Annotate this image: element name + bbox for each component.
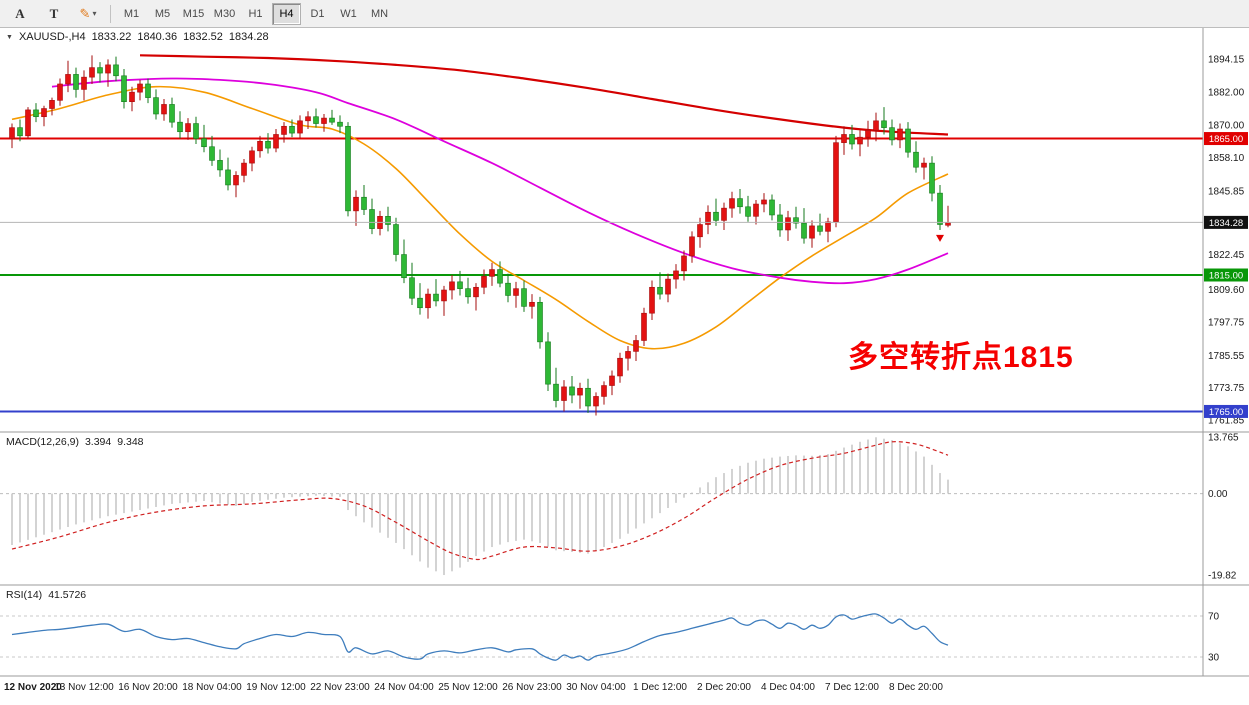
text-annotation[interactable]: 多空转折点1815 bbox=[848, 341, 1074, 374]
chart-canvas[interactable]: 1894.15 1882.00 1870.00 1858.10 1845.85 1822.… bbox=[0, 28, 1249, 700]
svg-text:0.00: 0.00 bbox=[1208, 489, 1228, 500]
timeframe-button-m30[interactable]: M30 bbox=[213, 7, 236, 20]
text-label-tool-icon: A bbox=[15, 5, 25, 21]
svg-text:30: 30 bbox=[1208, 653, 1220, 664]
chart-svg: 1894.15 1882.00 1870.00 1858.10 1845.85 1822.… bbox=[0, 28, 1249, 693]
timeframe-button-m15[interactable]: M15 bbox=[182, 7, 205, 20]
svg-text:1894.15: 1894.15 bbox=[1208, 55, 1245, 66]
panel-separators bbox=[0, 431, 1249, 677]
svg-text:24 Nov 04:00: 24 Nov 04:00 bbox=[374, 682, 434, 693]
svg-text:2 Dec 20:00: 2 Dec 20:00 bbox=[697, 682, 751, 693]
svg-text:1761.85: 1761.85 bbox=[1208, 416, 1245, 427]
text-tool-icon: T bbox=[49, 5, 59, 21]
svg-text:7 Dec 12:00: 7 Dec 12:00 bbox=[825, 682, 879, 693]
collapse-triangle-icon[interactable]: ▼ bbox=[6, 33, 13, 41]
macd-name: MACD(12,26,9) bbox=[6, 436, 79, 448]
svg-text:1865.00: 1865.00 bbox=[1209, 134, 1243, 145]
timeframe-button-w1[interactable]: W1 bbox=[340, 7, 357, 20]
macd-signal-value: 9.348 bbox=[117, 436, 144, 448]
ma-mid-line bbox=[51, 77, 949, 285]
rsi-indicator-label: RSI(14) 41.5726 bbox=[6, 589, 86, 601]
sell-arrow-marker bbox=[936, 234, 944, 242]
svg-text:18 Nov 04:00: 18 Nov 04:00 bbox=[182, 682, 242, 693]
svg-text:13.765: 13.765 bbox=[1208, 432, 1239, 443]
open-value: 1833.22 bbox=[91, 31, 132, 43]
svg-text:19 Nov 12:00: 19 Nov 12:00 bbox=[246, 682, 306, 693]
low-value: 1832.52 bbox=[183, 31, 223, 43]
timeframe-button-h1[interactable]: H1 bbox=[248, 7, 263, 20]
svg-text:13 Nov 12:00: 13 Nov 12:00 bbox=[54, 682, 114, 693]
macd-signal-line bbox=[11, 441, 949, 561]
timeframe-button-h4[interactable]: H4 bbox=[272, 2, 301, 25]
dropdown-arrow-icon: ▾ bbox=[92, 9, 97, 18]
macd-panel bbox=[0, 437, 1203, 576]
svg-text:30 Nov 04:00: 30 Nov 04:00 bbox=[566, 682, 626, 693]
timeframe-button-m1[interactable]: M1 bbox=[123, 7, 140, 20]
candlestick-series bbox=[9, 55, 951, 416]
svg-text:1822.45: 1822.45 bbox=[1208, 250, 1245, 261]
text-label-tool-button[interactable]: A bbox=[4, 3, 36, 25]
rsi-line bbox=[11, 613, 949, 661]
macd-main-value: 3.394 bbox=[84, 436, 112, 448]
svg-text:1882.00: 1882.00 bbox=[1208, 88, 1245, 99]
price-axis[interactable]: 1894.15 1882.00 1870.00 1858.10 1845.85 1822.… bbox=[1202, 28, 1248, 676]
ma-fast-line bbox=[11, 85, 949, 350]
svg-text:8 Dec 20:00: 8 Dec 20:00 bbox=[889, 682, 943, 693]
symbol-period-label: XAUUSD-,H4 bbox=[18, 31, 86, 43]
rsi-panel bbox=[0, 613, 1203, 661]
timeframe-button-d1[interactable]: D1 bbox=[310, 7, 325, 20]
svg-text:16 Nov 20:00: 16 Nov 20:00 bbox=[118, 682, 178, 693]
svg-text:1797.75: 1797.75 bbox=[1208, 318, 1245, 329]
macd-indicator-label: MACD(12,26,9) 3.394 9.348 bbox=[6, 436, 144, 448]
moving-averages bbox=[11, 54, 949, 350]
timeframe-buttons-group: M1 M5 M15 M30 H1 H4 D1 W1 MN bbox=[117, 2, 394, 25]
close-value: 1834.28 bbox=[228, 31, 269, 43]
timeframe-button-mn[interactable]: MN bbox=[370, 7, 389, 20]
toolbar: A T ✎ ▾ M1 M5 M15 M30 H1 H4 D1 W1 MN bbox=[0, 0, 1249, 28]
svg-text:70: 70 bbox=[1208, 612, 1220, 623]
crayon-tool-icon: ✎ bbox=[79, 5, 91, 21]
ma-slow-line bbox=[139, 54, 949, 136]
svg-text:1785.55: 1785.55 bbox=[1208, 351, 1245, 362]
horizontal-lines[interactable] bbox=[0, 137, 1203, 413]
svg-text:12 Nov 2020: 12 Nov 2020 bbox=[4, 682, 62, 693]
crayon-tool-button[interactable]: ✎ ▾ bbox=[72, 3, 104, 25]
svg-text:26 Nov 23:00: 26 Nov 23:00 bbox=[502, 682, 562, 693]
drawing-tools-group: A T ✎ ▾ bbox=[4, 3, 104, 25]
svg-text:1834.28: 1834.28 bbox=[1209, 218, 1243, 229]
text-tool-button[interactable]: T bbox=[38, 3, 70, 25]
timeframe-button-m5[interactable]: M5 bbox=[154, 7, 171, 20]
svg-text:-19.82: -19.82 bbox=[1208, 571, 1237, 582]
high-value: 1840.36 bbox=[137, 31, 178, 43]
svg-text:25 Nov 12:00: 25 Nov 12:00 bbox=[438, 682, 498, 693]
svg-text:1765.00: 1765.00 bbox=[1209, 407, 1243, 418]
chart-header: ▼ XAUUSD-,H4 1833.22 1840.36 1832.52 183… bbox=[6, 31, 269, 43]
svg-text:1845.85: 1845.85 bbox=[1208, 186, 1245, 197]
svg-text:1 Dec 12:00: 1 Dec 12:00 bbox=[633, 682, 687, 693]
svg-text:1858.10: 1858.10 bbox=[1208, 153, 1245, 164]
svg-text:1815.00: 1815.00 bbox=[1209, 271, 1243, 282]
svg-text:1870.00: 1870.00 bbox=[1208, 120, 1245, 131]
toolbar-divider bbox=[110, 4, 111, 23]
rsi-value: 41.5726 bbox=[48, 589, 87, 601]
svg-text:1809.60: 1809.60 bbox=[1208, 285, 1245, 296]
svg-text:1773.75: 1773.75 bbox=[1208, 383, 1245, 394]
svg-text:22 Nov 23:00: 22 Nov 23:00 bbox=[310, 682, 370, 693]
svg-text:4 Dec 04:00: 4 Dec 04:00 bbox=[761, 682, 815, 693]
rsi-name: RSI(14) bbox=[6, 589, 43, 601]
